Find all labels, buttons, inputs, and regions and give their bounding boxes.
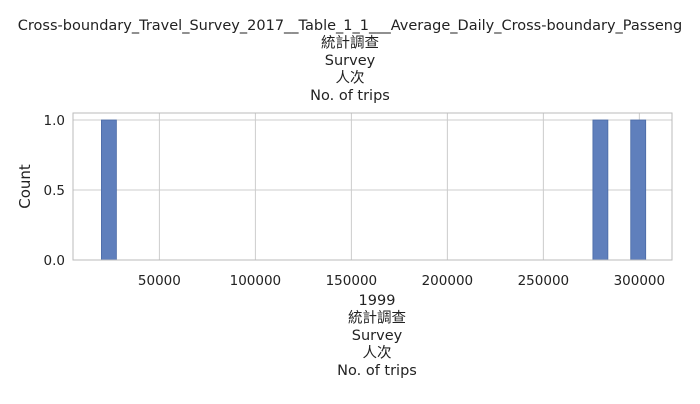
chart-title-line: No. of trips [310, 88, 390, 104]
histogram-bars [101, 119, 647, 261]
chart-title: Cross-boundary_Travel_Survey_2017__Table… [18, 18, 682, 104]
chart-title-line: Survey [325, 53, 376, 69]
x-tick-label: 50000 [138, 273, 181, 289]
y-tick-label: 0.5 [44, 183, 65, 199]
x-tick-label: 250000 [518, 273, 570, 289]
x-tick-label: 200000 [422, 273, 474, 289]
y-tick-label: 0.0 [44, 253, 65, 269]
x-axis-label-line: Survey [352, 328, 403, 344]
x-tick-label: 150000 [326, 273, 378, 289]
y-axis-ticks: 0.0 0.5 1.0 [44, 113, 65, 269]
grid-lines [73, 113, 672, 261]
x-axis-label-line: 統計調查 [348, 310, 406, 327]
chart-title-line: Cross-boundary_Travel_Survey_2017__Table… [18, 18, 682, 34]
histogram-bar [630, 119, 647, 261]
chart-title-line: 統計調查 [321, 35, 379, 52]
x-axis-ticks: 50000 100000 150000 200000 250000 300000 [138, 273, 665, 289]
x-tick-label: 100000 [230, 273, 282, 289]
histogram-bar [101, 119, 117, 261]
x-axis-label-line: 人次 [363, 345, 392, 362]
x-axis-label-line: No. of trips [337, 363, 417, 379]
x-axis-label-line: 1999 [359, 293, 396, 309]
x-tick-label: 300000 [614, 273, 666, 289]
y-tick-label: 1.0 [44, 113, 65, 129]
plot-area-frame [72, 112, 673, 261]
y-axis-label: Count [16, 164, 34, 209]
histogram-bar [592, 119, 609, 261]
chart-title-line: 人次 [336, 70, 365, 87]
